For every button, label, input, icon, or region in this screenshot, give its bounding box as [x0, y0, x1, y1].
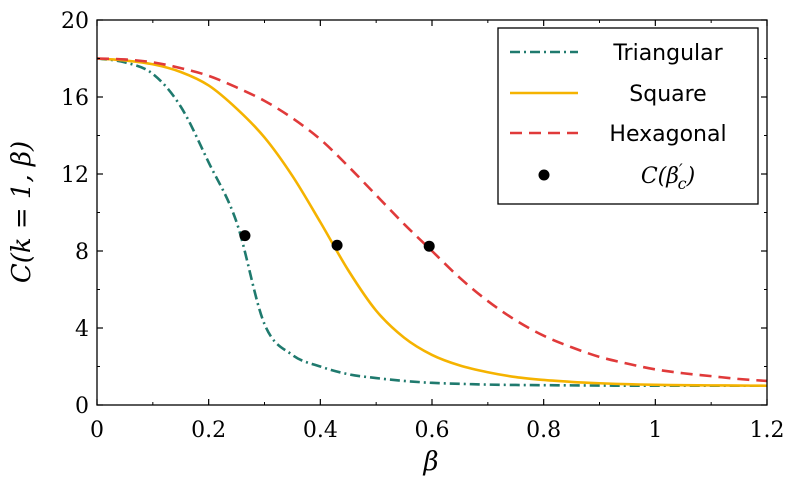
legend-label-hexagonal: Hexagonal [609, 122, 726, 147]
critical-point-3 [423, 240, 435, 252]
legend: Triangular Square Hexagonal C(β′ c) [497, 27, 759, 205]
legend-label-critical-subscript: c [678, 174, 687, 193]
legend-label-triangular: Triangular [612, 41, 723, 66]
y-tick-label: 20 [61, 9, 89, 34]
series-line-square [97, 57, 767, 388]
y-axis-label: C(k = 1, β) [7, 141, 37, 283]
legend-marker-critical [538, 169, 550, 181]
y-tick-label: 16 [61, 86, 89, 111]
y-tick-label: 12 [61, 163, 89, 188]
x-tick-label: 0 [90, 418, 104, 443]
x-tick-label: 1 [648, 418, 662, 443]
x-axis-label: β [422, 447, 438, 477]
series-line-hexagonal [97, 57, 767, 383]
critical-point-2 [331, 239, 343, 251]
y-tick-label: 4 [75, 317, 89, 342]
x-tick-label: 0.4 [303, 418, 338, 443]
critical-point-1 [239, 230, 251, 242]
y-tick-label: 8 [75, 240, 89, 265]
legend-label-critical-close: ) [686, 164, 696, 189]
legend-label-critical-base: C(β [641, 164, 679, 189]
x-tick-label: 0.2 [191, 418, 226, 443]
legend-label-critical: C(β′ c) [641, 160, 695, 193]
x-tick-label: 0.6 [415, 418, 450, 443]
legend-label-square: Square [629, 82, 706, 107]
plot-marks [97, 57, 767, 388]
x-tick-label: 0.8 [526, 418, 561, 443]
y-tick-label: 0 [75, 394, 89, 419]
legend-label-critical-prime: ′ [679, 160, 683, 179]
axes: 0 0.2 0.4 0.6 0.8 1 1.2 0 4 8 12 16 20 [61, 9, 785, 443]
x-tick-label: 1.2 [750, 418, 785, 443]
